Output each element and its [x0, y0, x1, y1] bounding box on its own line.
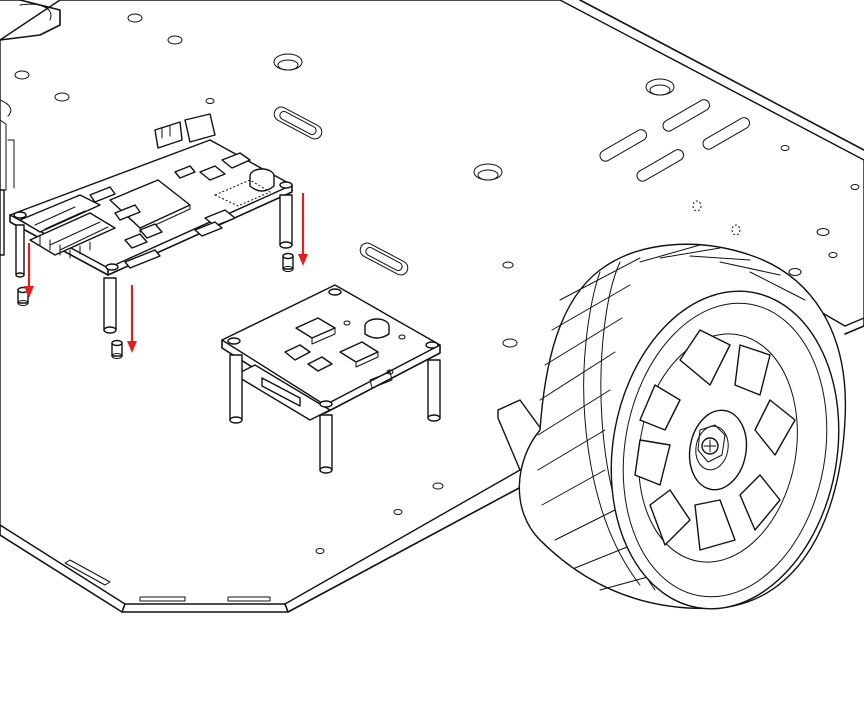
- install-arrowhead: [298, 254, 308, 266]
- wheel-tread: [537, 244, 806, 591]
- main-controller-board: [0, 113, 294, 359]
- standoff-posts: [0, 189, 294, 359]
- wheel-spokes: [634, 329, 796, 551]
- motor-driver-board: [221, 284, 441, 474]
- install-arrowhead: [127, 341, 137, 353]
- plate-holes: [14, 13, 860, 554]
- pin-headers: [19, 194, 116, 259]
- install-arrows: [24, 193, 308, 353]
- install-arrowhead: [24, 286, 34, 298]
- wheel: [518, 243, 847, 610]
